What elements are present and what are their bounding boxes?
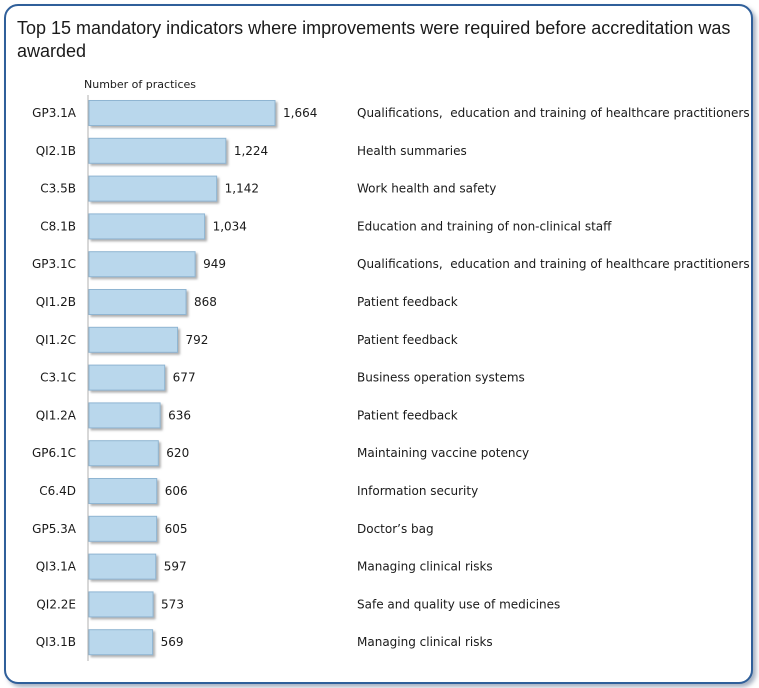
bar [88, 213, 206, 240]
category-label: QI2.1B [36, 144, 76, 158]
bar-row: QI2.1B 1,224 Health summaries [36, 137, 467, 164]
bar [88, 289, 187, 315]
indicator-description: Education and training of non-clinical s… [357, 219, 612, 233]
bar-row: GP5.3A 605 Doctor’s bag [32, 515, 434, 542]
bar-row: C8.1B 1,034 Education and training of non-… [40, 213, 612, 240]
bar-row: GP3.1C 949 Qualifications, education and t… [32, 251, 750, 278]
bar [88, 402, 161, 429]
value-label: 677 [173, 371, 196, 385]
value-label: 1,034 [213, 219, 247, 233]
bar [88, 553, 157, 580]
bar-row: QI3.1A 597 Managing clinical risks [36, 553, 493, 580]
bar [88, 478, 158, 504]
bar [88, 591, 154, 618]
indicator-description: Managing clinical risks [357, 560, 493, 574]
category-label: GP6.1C [32, 446, 76, 460]
bar [88, 629, 154, 656]
bar [88, 175, 218, 202]
bar [88, 137, 227, 164]
indicator-description: Managing clinical risks [357, 635, 493, 649]
bar-row: QI1.2B 868 Patient feedback [36, 289, 458, 315]
bar-row: C6.4D 606 Information security [39, 478, 478, 504]
category-label: GP3.1C [32, 257, 76, 271]
indicator-description: Patient feedback [357, 295, 458, 309]
value-label: 792 [186, 333, 209, 347]
bar-row: GP6.1C 620 Maintaining vaccine potency [32, 440, 529, 467]
category-label: QI2.2E [36, 597, 76, 611]
indicator-description: Patient feedback [357, 333, 458, 347]
bar [88, 364, 166, 391]
value-label: 605 [165, 522, 188, 536]
value-label: 569 [161, 635, 184, 649]
value-label: 606 [165, 484, 188, 498]
indicator-description: Patient feedback [357, 408, 458, 422]
category-label: QI1.2C [36, 333, 76, 347]
category-label: GP5.3A [32, 522, 77, 536]
indicator-description: Business operation systems [357, 371, 525, 385]
bar-row: QI3.1B 569 Managing clinical risks [36, 629, 493, 656]
value-label: 1,224 [234, 144, 268, 158]
indicator-description: Work health and safety [357, 182, 496, 196]
indicator-description: Information security [357, 484, 478, 498]
indicator-description: Maintaining vaccine potency [357, 446, 529, 460]
bar [88, 326, 179, 353]
bar [88, 100, 276, 126]
value-label: 620 [166, 446, 189, 460]
value-label: 1,142 [225, 182, 259, 196]
bar-row: QI1.2C 792 Patient feedback [36, 326, 458, 353]
bar-row: C3.1C 677 Business operation systems [40, 364, 525, 391]
category-label: C8.1B [40, 219, 76, 233]
bars-layer: GP3.1A 1,664 Qualifications, education and… [32, 100, 750, 656]
value-axis-label: Number of practices [84, 78, 196, 91]
value-label: 636 [168, 408, 191, 422]
indicator-description: Health summaries [357, 144, 467, 158]
indicator-description: Safe and quality use of medicines [357, 597, 560, 611]
category-label: QI3.1A [36, 560, 77, 574]
category-label: C6.4D [39, 484, 76, 498]
value-label: 949 [203, 257, 226, 271]
bar-row: C3.5B 1,142 Work health and safety [40, 175, 496, 202]
bar [88, 515, 158, 542]
category-label: GP3.1A [32, 106, 77, 120]
value-label: 868 [194, 295, 217, 309]
category-label: QI1.2B [36, 295, 76, 309]
category-label: C3.1C [40, 371, 76, 385]
category-label: QI3.1B [36, 635, 76, 649]
chart-title: Top 15 mandatory indicators where improv… [17, 18, 731, 61]
indicator-description: Qualifications, education and training o… [357, 257, 750, 271]
value-label: 597 [164, 560, 187, 574]
category-label: C3.5B [40, 182, 76, 196]
bar [88, 440, 159, 467]
bar-row: QI1.2A 636 Patient feedback [36, 402, 458, 429]
category-label: QI1.2A [36, 408, 77, 422]
bar-row: GP3.1A 1,664 Qualifications, education and… [32, 100, 750, 126]
bar [88, 251, 196, 278]
indicator-description: Doctor’s bag [357, 522, 434, 536]
indicator-description: Qualifications, education and training o… [357, 106, 750, 120]
value-label: 573 [161, 597, 184, 611]
bar-row: QI2.2E 573 Safe and quality use of medicin… [36, 591, 560, 618]
value-label: 1,664 [283, 106, 317, 120]
